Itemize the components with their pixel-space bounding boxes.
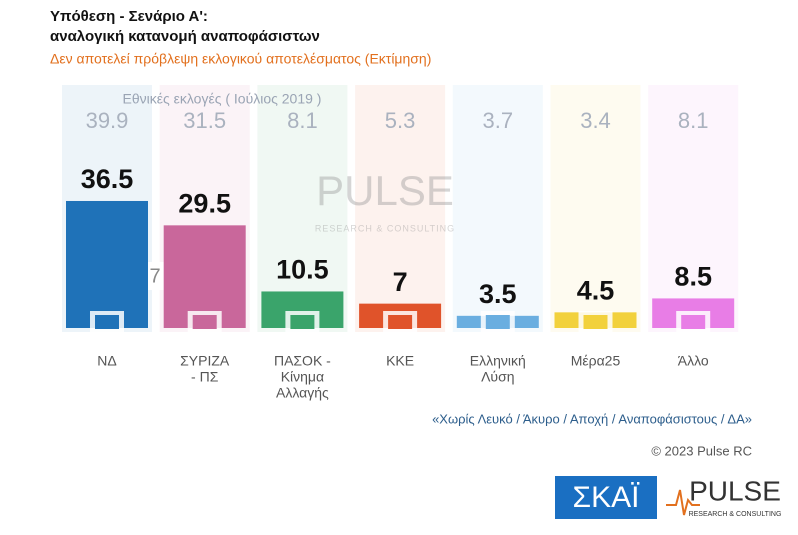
watermark: PULSE RESEARCH & CONSULTING (315, 167, 455, 233)
pulse-logo-text: PULSE (689, 475, 781, 506)
skai-logo-text: ΣΚΑΪ (573, 481, 641, 514)
x-tick-label: ΣΥΡΙΖΑ (180, 353, 230, 369)
skai-logo (555, 476, 657, 519)
x-tick-label: ΠΑΣΟΚ - (274, 353, 331, 369)
previous-value: 39.9 (86, 108, 129, 133)
bar (66, 200, 148, 328)
party-logo-mark (290, 315, 315, 329)
value-label: 10.5 (276, 255, 329, 285)
chart-title: αναλογική κατανομή αναποφάσιστων (50, 28, 320, 45)
value-label: 8.5 (674, 262, 712, 292)
columns (62, 85, 739, 332)
x-tick-label: Άλλο (678, 353, 709, 369)
x-tick-label: ΝΔ (97, 353, 116, 369)
party-logo-mark (388, 315, 413, 329)
party-logo-mark (192, 315, 217, 329)
party-logo-mark (95, 315, 119, 329)
x-tick-label: Μέρα25 (571, 353, 621, 369)
bar (163, 225, 246, 328)
column-bg (648, 85, 739, 332)
value-label: 7 (393, 267, 408, 297)
x-tick-label: Κίνημα (281, 369, 324, 385)
column-bg (355, 85, 446, 332)
previous-value: 5.3 (385, 108, 416, 133)
previous-value: 31.5 (183, 108, 226, 133)
pulse-logo-sub: RESEARCH & CONSULTING (689, 511, 782, 518)
value-label: 3.5 (479, 279, 517, 309)
column-bg (257, 85, 348, 332)
party-logo-mark (681, 315, 706, 329)
previous-value: 8.1 (678, 108, 709, 133)
annotation-box (147, 262, 164, 290)
column-bg (550, 85, 641, 332)
party-logo-mark (583, 315, 608, 329)
watermark-text: PULSE (316, 167, 454, 214)
value-label: 4.5 (577, 275, 615, 305)
column-bg (452, 85, 543, 332)
previous-value: 8.1 (287, 108, 318, 133)
previous-value: 3.4 (580, 108, 611, 133)
x-tick-label: Αλλαγής (276, 385, 329, 401)
x-tick-label: - ΠΣ (191, 369, 219, 385)
copyright: © 2023 Pulse RC (651, 443, 752, 458)
previous-value: 3.7 (483, 108, 514, 133)
chart-title: Υπόθεση - Σενάριο Α': (50, 8, 208, 25)
party-logo-mark (485, 315, 510, 329)
watermark-sub: RESEARCH & CONSULTING (315, 223, 455, 233)
chart-subtitle: Δεν αποτελεί πρόβλεψη εκλογικού αποτελέσ… (50, 51, 431, 67)
x-tick-label: Ελληνική (470, 353, 526, 369)
pulse-logo-line (666, 489, 700, 516)
x-tick-label: Λύση (481, 369, 514, 385)
note: «Χωρίς Λευκό / Άκυρο / Αποχή / Αναποφάσι… (432, 411, 752, 426)
value-label: 36.5 (81, 164, 134, 194)
previous-label: Εθνικές εκλογές ( Ιούλιος 2019 ) (123, 91, 322, 107)
x-tick-label: ΚΚΕ (386, 353, 414, 369)
annotation: 7 (149, 265, 160, 287)
value-label: 29.5 (178, 188, 231, 218)
